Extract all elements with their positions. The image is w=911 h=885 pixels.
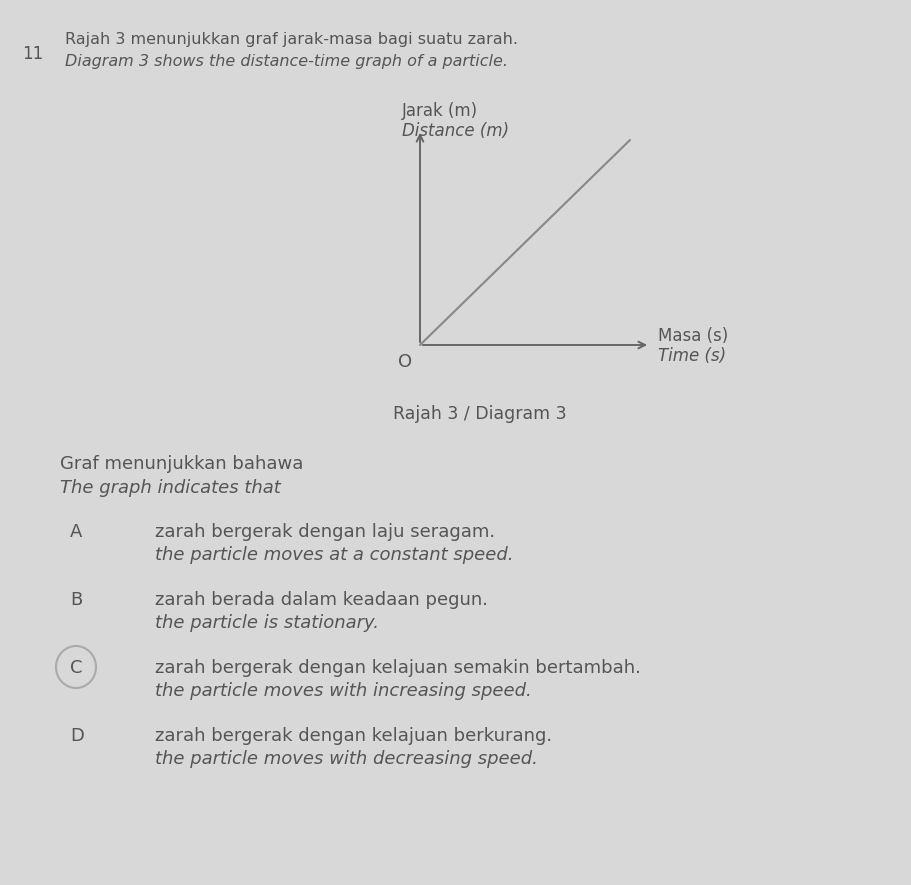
Text: the particle is stationary.: the particle is stationary.	[155, 614, 379, 632]
Text: Rajah 3 menunjukkan graf jarak-masa bagi suatu zarah.: Rajah 3 menunjukkan graf jarak-masa bagi…	[65, 32, 518, 47]
Text: zarah bergerak dengan laju seragam.: zarah bergerak dengan laju seragam.	[155, 523, 495, 541]
Text: Graf menunjukkan bahawa: Graf menunjukkan bahawa	[60, 455, 303, 473]
Text: O: O	[398, 353, 412, 371]
Text: zarah bergerak dengan kelajuan semakin bertambah.: zarah bergerak dengan kelajuan semakin b…	[155, 659, 640, 677]
Text: the particle moves with increasing speed.: the particle moves with increasing speed…	[155, 682, 532, 700]
Text: Diagram 3 shows the distance-time graph of a particle.: Diagram 3 shows the distance-time graph …	[65, 54, 508, 69]
Text: Rajah 3 / Diagram 3: Rajah 3 / Diagram 3	[394, 405, 567, 423]
Text: C: C	[70, 659, 83, 677]
Text: the particle moves with decreasing speed.: the particle moves with decreasing speed…	[155, 750, 537, 768]
Text: zarah bergerak dengan kelajuan berkurang.: zarah bergerak dengan kelajuan berkurang…	[155, 727, 552, 745]
Text: zarah berada dalam keadaan pegun.: zarah berada dalam keadaan pegun.	[155, 591, 488, 609]
Text: D: D	[70, 727, 84, 745]
Text: 11: 11	[22, 45, 43, 63]
Text: the particle moves at a constant speed.: the particle moves at a constant speed.	[155, 546, 514, 564]
Text: A: A	[70, 523, 82, 541]
Text: Masa (s): Masa (s)	[658, 327, 728, 345]
Text: Time (s): Time (s)	[658, 347, 726, 365]
Text: The graph indicates that: The graph indicates that	[60, 479, 281, 497]
Text: Distance (m): Distance (m)	[402, 122, 509, 140]
Text: Jarak (m): Jarak (m)	[402, 102, 478, 120]
Text: B: B	[70, 591, 82, 609]
